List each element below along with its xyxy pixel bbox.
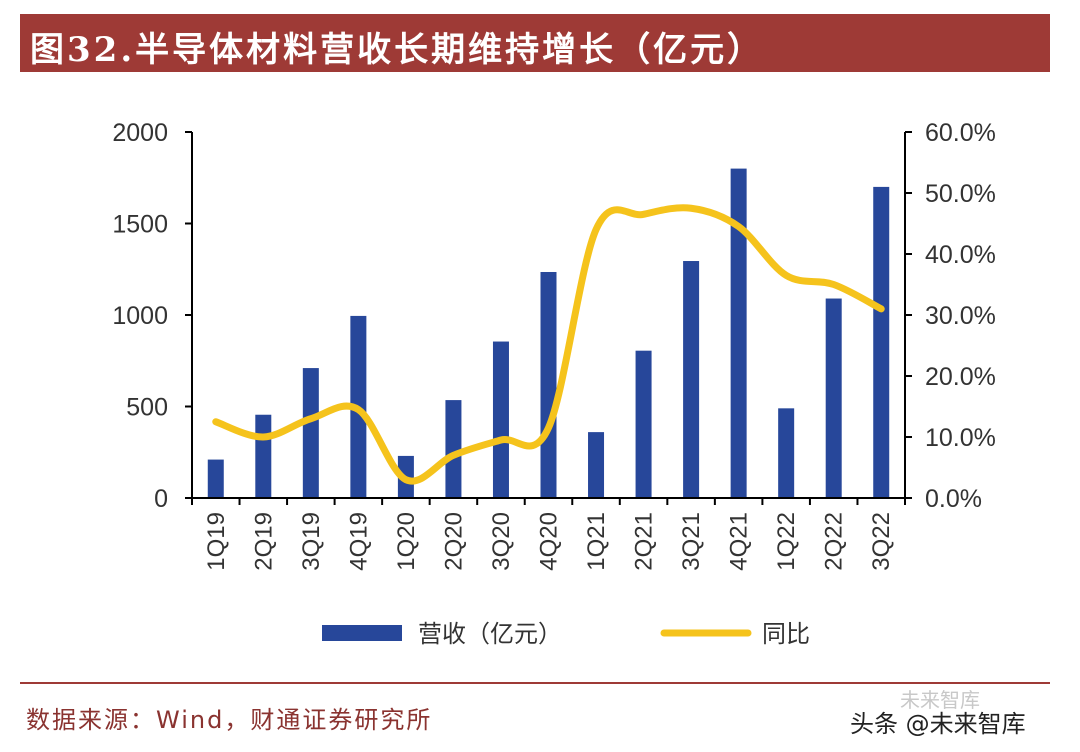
title-bar: 图32.半导体材料营收长期维持增长（亿元）	[20, 14, 1050, 72]
legend-label-yoy: 同比	[762, 621, 810, 648]
bar-1Q21	[588, 432, 605, 498]
y-right-tick-label: 40.0%	[925, 241, 996, 269]
x-tick-label: 3Q20	[488, 512, 515, 571]
watermark-faint: 未来智库	[900, 688, 980, 712]
x-tick-label: 3Q19	[298, 512, 325, 571]
x-tick-label: 2Q21	[631, 512, 658, 571]
x-tick-label: 2Q19	[250, 512, 277, 571]
y-right-tick-label: 60.0%	[925, 119, 996, 147]
legend-swatch-revenue	[322, 625, 402, 641]
bar-1Q19	[207, 459, 224, 498]
y-left-tick-label: 0	[154, 485, 168, 513]
bar-2Q21	[635, 350, 652, 498]
y-right-tick-label: 10.0%	[925, 424, 996, 452]
bar-3Q20	[492, 341, 509, 498]
bar-2Q22	[825, 298, 842, 498]
bar-3Q22	[873, 186, 890, 498]
x-tick-label: 4Q21	[726, 512, 753, 571]
x-tick-label: 1Q21	[583, 512, 610, 571]
x-tick-label: 2Q22	[821, 512, 848, 571]
y-left-tick-label: 1500	[112, 211, 168, 239]
yoy-growth-line	[212, 204, 885, 485]
y-left-tick-label: 500	[126, 394, 168, 422]
legend-label-revenue: 营收（亿元）	[418, 621, 562, 648]
x-tick-label: 2Q20	[440, 512, 467, 571]
bar-2Q19	[255, 414, 272, 498]
bar-4Q20	[540, 271, 557, 498]
source-note: 数据来源：Wind，财通证券研究所	[26, 706, 433, 734]
y-right-tick-label: 30.0%	[925, 302, 996, 330]
bar-1Q22	[778, 408, 795, 498]
x-tick-label: 1Q19	[203, 512, 230, 571]
y-left-tick-label: 2000	[112, 119, 168, 147]
chart-title: 图32.半导体材料营收长期维持增长（亿元）	[30, 30, 765, 70]
y-right-tick-label: 50.0%	[925, 180, 996, 208]
x-tick-label: 3Q22	[868, 512, 895, 571]
x-tick-label: 3Q21	[678, 512, 705, 571]
x-tick-label: 1Q22	[773, 512, 800, 571]
bar-3Q19	[302, 368, 319, 498]
watermark: 头条 @未来智库	[850, 710, 1026, 738]
bar-4Q21	[730, 168, 747, 498]
chart: 0 500 1000 1500 2000 0.0% 10.0% 20.0% 30.0% 40.0%…	[112, 119, 996, 648]
y-left-tick-label: 1000	[112, 302, 168, 330]
x-tick-label: 4Q20	[536, 512, 563, 571]
x-tick-label: 1Q20	[393, 512, 420, 571]
y-right-tick-label: 20.0%	[925, 363, 996, 391]
x-tick-label: 4Q19	[345, 512, 372, 571]
bar-3Q21	[683, 261, 700, 498]
footer-rule	[20, 682, 1050, 684]
bar-2Q20	[445, 400, 462, 498]
y-right-tick-label: 0.0%	[925, 485, 982, 513]
